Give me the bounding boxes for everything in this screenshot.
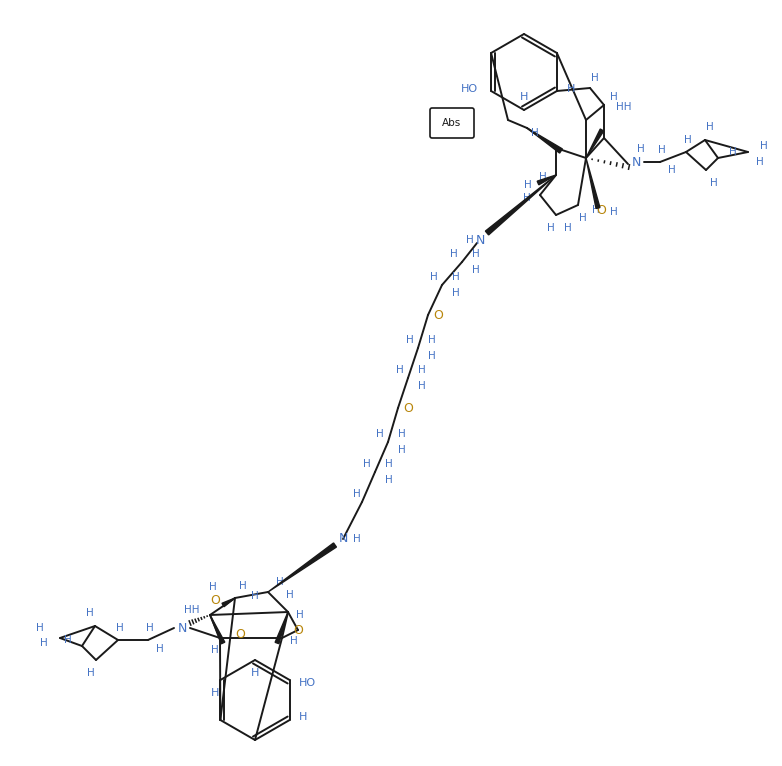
Text: H: H bbox=[299, 712, 307, 722]
Text: H: H bbox=[36, 623, 44, 633]
Text: H: H bbox=[146, 623, 154, 633]
Text: HH: HH bbox=[616, 102, 632, 112]
Text: H: H bbox=[406, 335, 414, 345]
Text: H: H bbox=[472, 249, 480, 259]
Text: H: H bbox=[398, 445, 406, 455]
Text: O: O bbox=[433, 309, 443, 322]
Text: H: H bbox=[450, 249, 458, 259]
Text: H: H bbox=[376, 429, 384, 439]
Text: O: O bbox=[235, 628, 245, 641]
Text: H: H bbox=[296, 610, 304, 620]
Text: H: H bbox=[760, 141, 768, 151]
Text: Abs: Abs bbox=[443, 118, 461, 128]
Polygon shape bbox=[275, 612, 288, 643]
Text: H: H bbox=[286, 590, 294, 600]
Text: H: H bbox=[64, 635, 72, 645]
Text: H: H bbox=[523, 193, 531, 203]
Text: H: H bbox=[418, 365, 426, 375]
Text: H: H bbox=[87, 668, 95, 678]
Text: H: H bbox=[706, 122, 714, 132]
Polygon shape bbox=[527, 128, 562, 153]
Text: H: H bbox=[430, 272, 438, 282]
FancyBboxPatch shape bbox=[430, 108, 474, 138]
Text: HO: HO bbox=[461, 84, 478, 94]
Text: H: H bbox=[398, 429, 406, 439]
Text: H: H bbox=[452, 272, 460, 282]
Text: H: H bbox=[418, 381, 426, 391]
Text: H: H bbox=[591, 73, 599, 83]
Text: H: H bbox=[209, 582, 217, 592]
Text: H: H bbox=[524, 180, 532, 190]
Text: H: H bbox=[211, 645, 219, 655]
Text: H: H bbox=[156, 644, 164, 654]
Text: H: H bbox=[564, 223, 572, 233]
Polygon shape bbox=[222, 598, 235, 607]
Text: H: H bbox=[452, 288, 460, 298]
Text: H: H bbox=[756, 157, 764, 167]
Text: N: N bbox=[339, 532, 348, 545]
Text: H: H bbox=[428, 335, 436, 345]
Text: HH: HH bbox=[185, 605, 199, 615]
Text: H: H bbox=[539, 172, 547, 182]
Text: H: H bbox=[290, 636, 298, 646]
Text: H: H bbox=[363, 459, 371, 469]
Text: H: H bbox=[40, 638, 48, 648]
Text: H: H bbox=[579, 213, 586, 223]
Text: H: H bbox=[610, 92, 618, 102]
Text: H: H bbox=[684, 135, 692, 145]
Text: H: H bbox=[239, 581, 247, 591]
Text: H: H bbox=[668, 165, 676, 175]
Text: HO: HO bbox=[299, 678, 316, 688]
Text: O: O bbox=[403, 401, 413, 414]
Text: O: O bbox=[293, 624, 303, 637]
Text: H: H bbox=[251, 591, 259, 601]
Text: H: H bbox=[276, 577, 284, 587]
Text: H: H bbox=[567, 84, 575, 94]
Polygon shape bbox=[486, 175, 556, 235]
Text: H: H bbox=[658, 145, 666, 155]
Polygon shape bbox=[210, 615, 224, 644]
Polygon shape bbox=[537, 175, 556, 185]
Text: N: N bbox=[475, 234, 485, 247]
Text: H: H bbox=[472, 265, 480, 275]
Text: H: H bbox=[592, 205, 600, 215]
Text: H: H bbox=[637, 144, 645, 154]
Text: H: H bbox=[353, 534, 361, 544]
Text: H: H bbox=[353, 489, 361, 499]
Polygon shape bbox=[268, 543, 336, 592]
Text: H: H bbox=[547, 223, 555, 233]
Text: H: H bbox=[610, 207, 618, 217]
Text: H: H bbox=[385, 459, 393, 469]
Text: N: N bbox=[178, 621, 187, 634]
Text: H: H bbox=[531, 128, 539, 138]
Text: H: H bbox=[385, 475, 393, 485]
Text: H: H bbox=[251, 668, 259, 678]
Text: O: O bbox=[596, 204, 606, 217]
Text: H: H bbox=[729, 147, 737, 157]
Polygon shape bbox=[586, 158, 600, 208]
Text: O: O bbox=[210, 594, 220, 607]
Text: H: H bbox=[710, 178, 718, 188]
Text: H: H bbox=[466, 235, 474, 245]
Polygon shape bbox=[586, 129, 604, 158]
Text: H: H bbox=[116, 623, 124, 633]
Text: H: H bbox=[211, 688, 220, 698]
Text: H: H bbox=[520, 92, 528, 102]
Text: N: N bbox=[631, 155, 640, 169]
Text: H: H bbox=[396, 365, 404, 375]
Text: H: H bbox=[428, 351, 436, 361]
Text: H: H bbox=[86, 608, 94, 618]
